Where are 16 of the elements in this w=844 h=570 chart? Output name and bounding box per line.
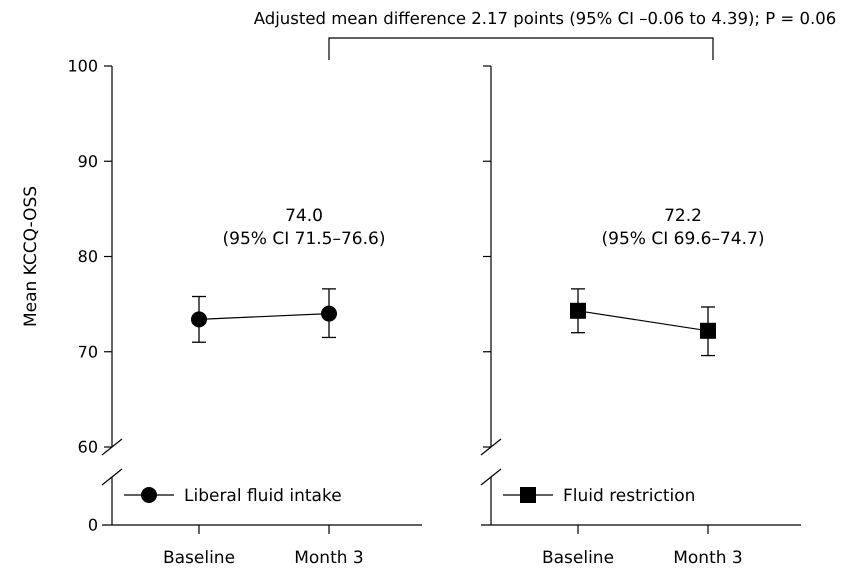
annotation: 72.2 (95% CI 69.6–74.7): [602, 206, 764, 249]
text: Adjusted mean difference 2.17 points (95% CI –0.06 to 4.39); P = 0.06: [254, 9, 836, 28]
x-tick-label: Baseline: [542, 548, 614, 568]
y-tick-label: 90: [78, 152, 98, 171]
annotation: 74.0 (95% CI 71.5–76.6): [222, 206, 386, 249]
y-tick-label: 100: [67, 56, 98, 76]
legend-label: Fluid restriction: [563, 486, 696, 506]
y-tick-label: 60: [78, 438, 98, 457]
y-tick-label: 80: [78, 247, 98, 266]
x-tick-label: Baseline: [162, 548, 236, 568]
y-tick-label: 70: [78, 342, 98, 362]
x-tick-label: Month 3: [673, 548, 743, 568]
legend-label: Liberal fluid intake: [184, 486, 342, 506]
text: 0: [88, 516, 98, 535]
x-tick-label: Month 3: [294, 548, 364, 568]
y-axis-title: Mean KCCQ-OSS: [21, 186, 41, 328]
